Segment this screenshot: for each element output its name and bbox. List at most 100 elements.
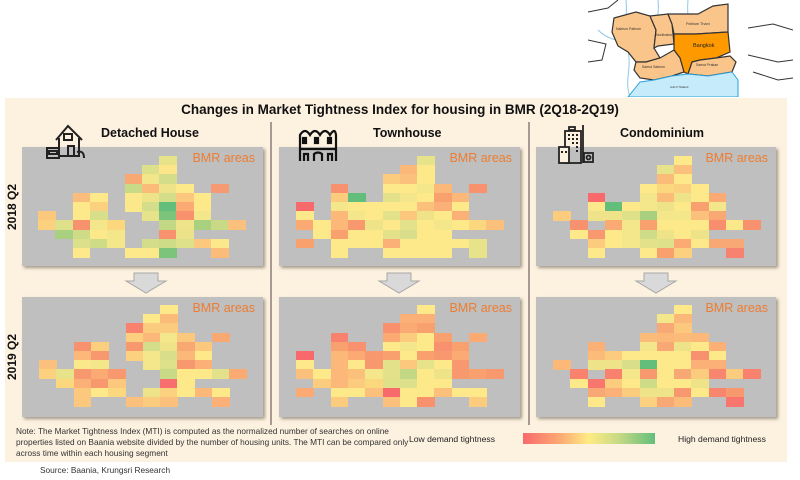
heatmap-panel-townhouse-2018: BMR areas — [279, 147, 520, 266]
heatmap-cell — [570, 369, 588, 379]
legend-color-scale — [523, 433, 655, 444]
heatmap-cell — [399, 387, 418, 398]
heatmap-cell — [330, 341, 349, 352]
heatmap-cell — [587, 397, 606, 407]
heatmap-cell — [674, 360, 692, 370]
heatmap-cell — [176, 211, 195, 221]
heatmap-cell — [708, 360, 727, 370]
heatmap-cell — [347, 360, 366, 370]
heatmap-cell — [142, 341, 161, 352]
heatmap-cell — [347, 378, 366, 389]
heatmap-cell — [177, 332, 196, 343]
heatmap-cell — [674, 165, 692, 175]
heatmap-cell — [55, 229, 73, 240]
heatmap-cell — [708, 351, 727, 361]
heatmap-cell — [622, 220, 640, 230]
heatmap-cell — [691, 351, 710, 361]
heatmap-cell — [726, 397, 744, 407]
heatmap-cell — [365, 202, 383, 212]
down-arrow-icon — [377, 272, 421, 294]
detached-house-icon — [46, 124, 85, 159]
heatmap-cell — [604, 387, 623, 398]
heatmap-cell — [330, 248, 349, 258]
heatmap-cell — [451, 238, 470, 249]
heatmap-cell — [72, 248, 91, 258]
heatmap-cell — [177, 360, 196, 370]
heatmap-cell — [604, 238, 623, 249]
heatmap-cell — [177, 378, 196, 389]
heatmap-cell — [469, 397, 487, 407]
heatmap-cell — [451, 387, 470, 398]
heatmap-cell — [73, 369, 92, 379]
heatmap-cell — [194, 387, 213, 398]
heatmap-cell — [399, 174, 418, 184]
heatmap-cell — [674, 238, 692, 249]
heatmap-cell — [726, 369, 744, 379]
heatmap-cell — [347, 341, 366, 352]
heatmap-cell — [141, 238, 160, 249]
heatmap-cell — [604, 369, 623, 379]
heatmap-cell — [365, 229, 383, 240]
heatmap-cell — [451, 192, 470, 203]
heatmap-cell — [124, 202, 143, 212]
heatmap-panel-detached-2018: BMR areas — [22, 147, 263, 266]
heatmap-cell — [399, 229, 418, 240]
heatmap-cell — [469, 183, 487, 194]
heatmap-cell — [382, 323, 401, 333]
heatmap-cell — [296, 369, 314, 379]
heatmap-cell — [656, 202, 675, 212]
heatmap-cell — [604, 202, 623, 212]
heatmap-cell — [347, 220, 366, 230]
heatmap-cell — [691, 183, 710, 194]
heatmap-cell — [193, 238, 212, 249]
heatmap-cell — [417, 165, 435, 175]
heatmap-cell — [451, 351, 470, 361]
down-arrow-icon — [634, 272, 678, 294]
heatmap-cell — [382, 202, 401, 212]
heatmap-cell — [194, 351, 213, 361]
heatmap-cell — [451, 341, 470, 352]
heatmap-cell — [622, 369, 640, 379]
heatmap-cell — [56, 369, 74, 379]
map-label-pathum-thani: Pathum Thani — [686, 22, 710, 26]
heatmap-cell — [656, 238, 675, 249]
heatmap-cell — [708, 341, 727, 352]
map-label-samut-prakan: Samut Prakan — [696, 63, 718, 67]
heatmap-cell — [347, 192, 366, 203]
heatmap-cell — [691, 229, 710, 240]
heatmap-cell — [347, 202, 366, 212]
heatmap-cell — [296, 211, 314, 221]
heatmap-cell — [570, 378, 588, 389]
heatmap-cell — [656, 192, 675, 203]
panel-label: BMR areas — [449, 301, 512, 315]
heatmap-cell — [639, 341, 658, 352]
heatmap-cell — [587, 387, 606, 398]
heatmap-cell — [691, 360, 710, 370]
heatmap-cell — [691, 202, 710, 212]
heatmap-cell — [141, 174, 160, 184]
panel-label: BMR areas — [192, 151, 255, 165]
heatmap-cell — [639, 220, 658, 230]
heatmap-cell — [674, 183, 692, 194]
heatmap-cell — [73, 341, 92, 352]
heatmap-cell — [296, 387, 314, 398]
heatmap-cell — [708, 387, 727, 398]
heatmap-cell — [159, 202, 177, 212]
heatmap-cell — [330, 183, 349, 194]
legend-low-label: Low demand tightness — [409, 434, 495, 444]
heatmap-cell — [451, 220, 470, 230]
heatmap-cell — [587, 192, 606, 203]
heatmap-cell — [434, 238, 453, 249]
heatmap-cell — [125, 341, 144, 352]
heatmap-cell — [674, 211, 692, 221]
heatmap-cell — [176, 183, 195, 194]
heatmap-cell — [365, 369, 383, 379]
heatmap-cell — [691, 332, 710, 343]
heatmap-cell — [399, 369, 418, 379]
heatmap-cell — [674, 369, 692, 379]
heatmap-cell — [193, 211, 212, 221]
heatmap-cell — [434, 183, 453, 194]
heatmap-cell — [141, 248, 160, 258]
heatmap-cell — [211, 183, 229, 194]
heatmap-cell — [656, 220, 675, 230]
